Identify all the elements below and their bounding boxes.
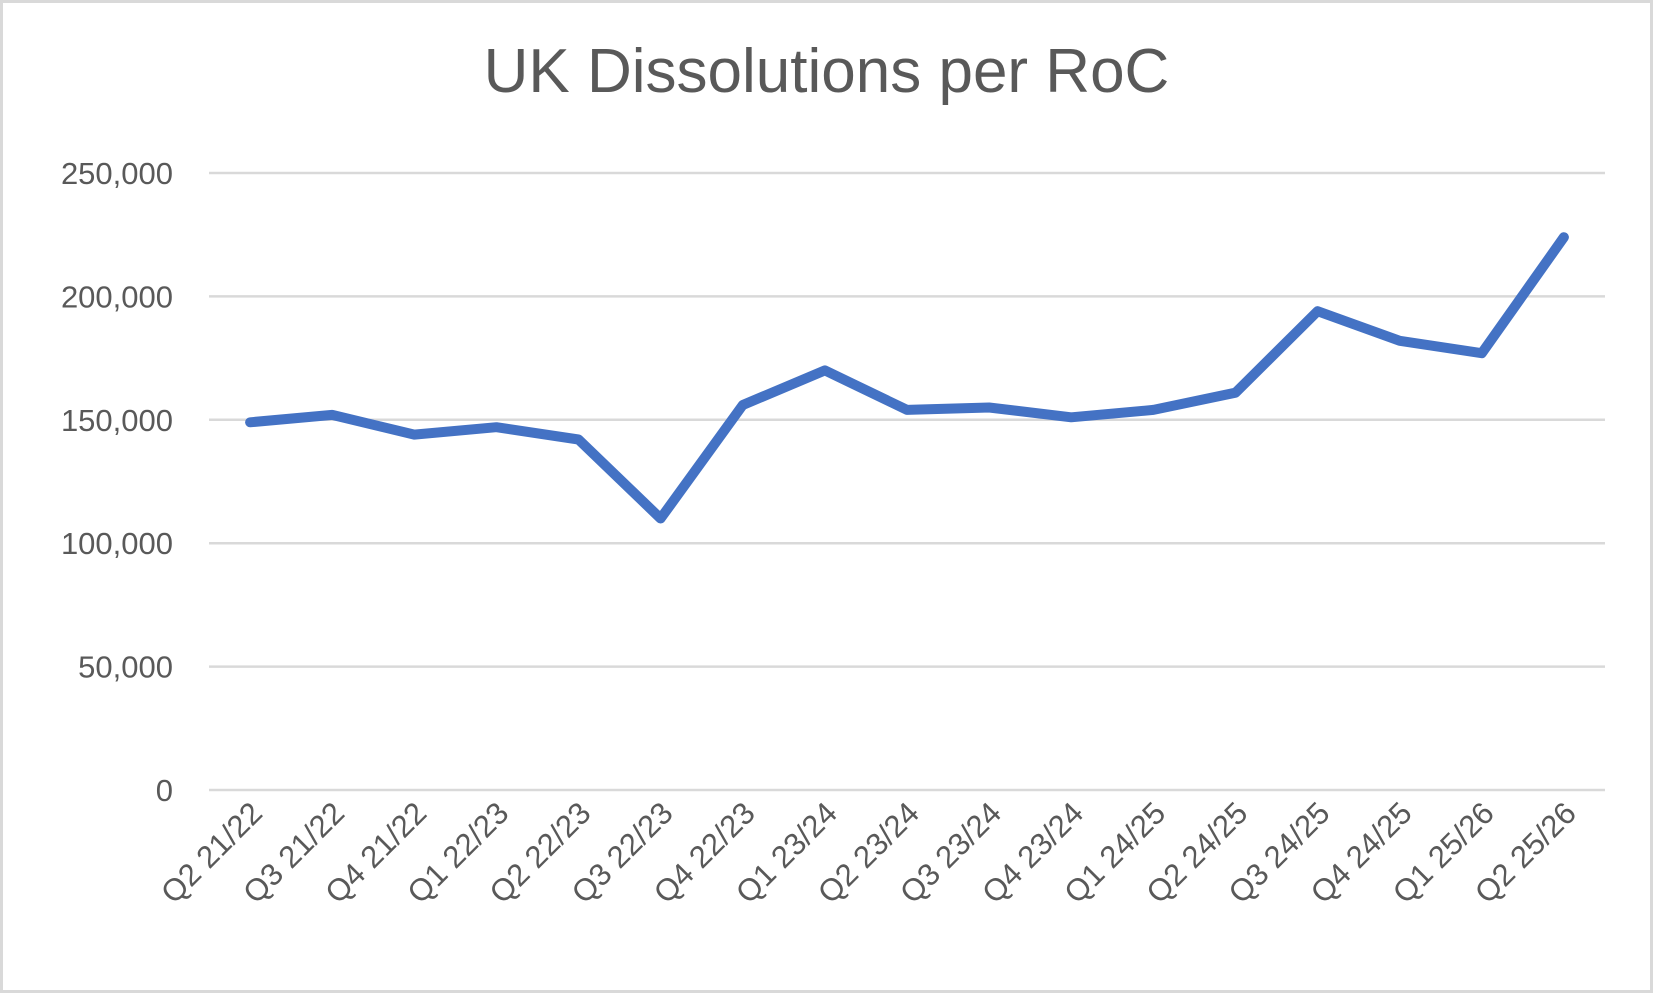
y-axis-tick-label: 250,000 — [61, 156, 173, 191]
y-axis-tick-label: 150,000 — [61, 403, 173, 438]
y-axis-tick-label: 50,000 — [78, 650, 173, 685]
y-axis-tick-label: 100,000 — [61, 526, 173, 561]
y-axis-tick-label: 0 — [156, 773, 173, 808]
chart-title: UK Dissolutions per RoC — [483, 37, 1170, 106]
y-axis-tick-label: 200,000 — [61, 279, 173, 314]
series-line — [245, 232, 1569, 524]
